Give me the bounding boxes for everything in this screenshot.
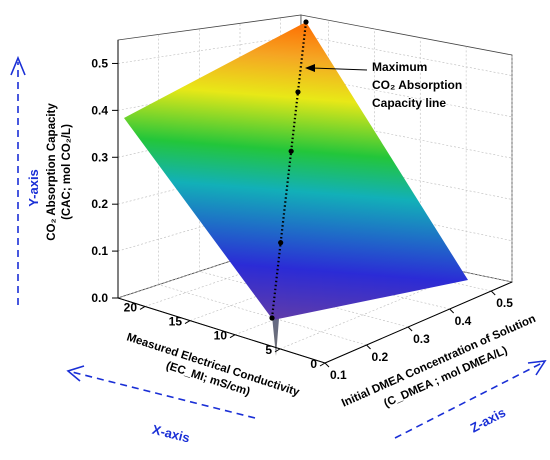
x-tick — [229, 334, 236, 339]
z-tick — [324, 362, 330, 368]
max-cac-point — [303, 19, 309, 25]
x-tick — [319, 362, 326, 367]
axes — [117, 40, 513, 364]
z-direction-label: Z-axis — [468, 405, 508, 436]
x-direction-label: X-axis — [151, 422, 192, 446]
y-direction-label: Y-axis — [26, 169, 41, 207]
max-cac-point — [288, 148, 294, 154]
y-direction-arrow: Y-axis — [10, 55, 41, 305]
x-direction-arrow: X-axis — [66, 365, 256, 446]
y-axis-title: CO₂ Absorption Capacity (CAC; mol CO₂/L) — [46, 103, 73, 241]
x-tick-label: 5 — [265, 343, 272, 357]
grid-line — [279, 272, 467, 350]
x-tick-label: 15 — [169, 315, 183, 329]
max-cac-point — [278, 240, 284, 246]
annotation-line-3: Capacity line — [372, 96, 446, 110]
tick-group: 0.0 0.1 0.2 0.3 0.4 0.5 0 5 10 15 20 0.1 0.2 0.3 0.4 0.… — [91, 56, 513, 382]
grid-line — [158, 284, 367, 346]
z-tick — [366, 344, 371, 350]
x-tick — [184, 320, 191, 325]
x-tick — [274, 348, 281, 353]
annotation-line-1: Maximum — [372, 60, 427, 74]
grid-line — [189, 253, 375, 321]
x-tick-label: 0 — [310, 357, 317, 371]
y-axis-label: CO₂ Absorption Capacity — [46, 103, 58, 241]
max-line-group — [269, 19, 309, 321]
z-tick-label: 0.3 — [413, 332, 430, 346]
z-tick — [407, 326, 413, 332]
y-axis-units: (CAC; mol CO₂/L) — [61, 124, 73, 220]
y-tick-label: 0.4 — [91, 103, 108, 117]
grid-line — [117, 34, 302, 64]
x-tick — [139, 306, 146, 310]
y-tick-label: 0.2 — [91, 197, 108, 211]
y-tick-label: 0.0 — [91, 291, 108, 305]
cac-surface — [124, 22, 468, 320]
z-tick-label: 0.1 — [330, 368, 347, 382]
y-tick-label: 0.1 — [91, 244, 108, 258]
z-tick — [490, 290, 496, 296]
z-tick-label: 0.4 — [455, 314, 472, 328]
z-tick — [449, 308, 455, 314]
y-tick-label: 0.5 — [91, 56, 108, 70]
annotation-line-2: CO₂ Absorption — [372, 78, 462, 92]
y-tick-label: 0.3 — [91, 150, 108, 164]
annotation: Maximum CO₂ Absorption Capacity line — [305, 60, 462, 110]
max-cac-point — [269, 315, 275, 321]
max-cac-point — [295, 89, 301, 95]
x-tick-label: 10 — [214, 329, 228, 343]
x-tick-label: 20 — [124, 300, 138, 314]
z-tick-label: 0.5 — [496, 296, 513, 310]
z-tick-label: 0.2 — [372, 350, 389, 364]
